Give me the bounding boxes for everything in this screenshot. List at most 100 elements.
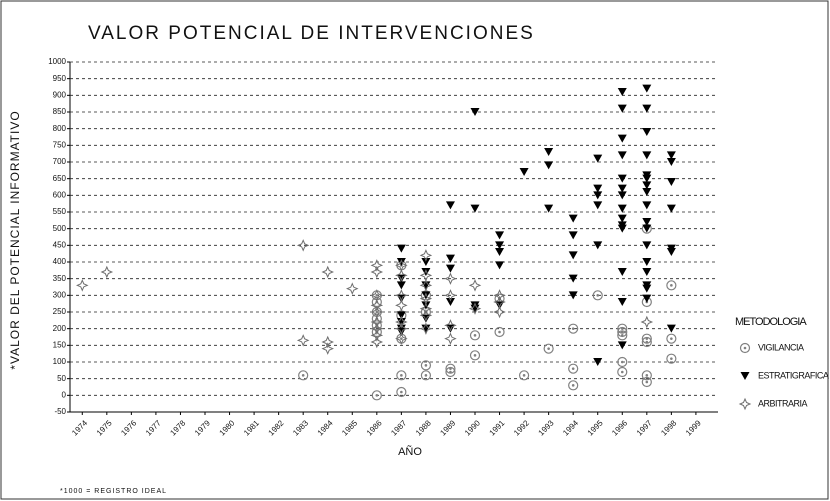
point-ring [641,376,652,388]
point-shape [445,254,455,263]
point [470,301,480,310]
point [444,332,457,345]
point-ring [568,363,579,374]
point-shape [568,231,578,240]
y-tick-label: 100 [53,357,67,366]
point-shape [395,289,408,302]
point [642,241,652,250]
point [666,333,677,344]
point-shape [617,214,627,223]
point [321,335,334,349]
point-shape [593,184,603,193]
point [468,279,482,292]
point-shape [617,184,627,193]
y-tick-label: 750 [53,140,67,149]
point-shape [395,332,408,345]
x-tick-label: 1983 [291,418,310,437]
point [641,376,652,388]
point [469,330,481,341]
point-shape [444,319,457,332]
point [321,342,334,355]
point-dot [375,310,379,314]
point [666,244,676,253]
point [666,280,677,291]
point [495,261,505,270]
x-tick-label: 1975 [95,418,114,437]
point [617,184,627,193]
point [642,268,652,276]
point-shape [321,342,334,355]
point-shape [321,265,334,279]
point-shape [642,218,652,226]
point-ring [641,370,652,381]
point-shape [419,269,433,282]
x-tick-label: 1989 [438,418,457,437]
point [495,241,505,250]
point-ring [568,380,579,391]
point-shape [493,305,506,319]
point [444,289,457,302]
point-shape [568,214,578,223]
point-dot [620,327,624,330]
point-shape [738,397,752,411]
point [468,302,482,315]
point [617,134,627,143]
x-tick-label: 1991 [488,418,507,437]
point [642,224,652,233]
point-shape [419,249,433,262]
point [641,370,652,381]
point-ring [469,330,481,341]
y-tick-label: 400 [53,257,67,266]
point-ring [396,370,407,381]
point [617,341,627,350]
point [568,214,578,223]
point-shape [395,269,408,282]
point-dot [449,367,452,370]
point [494,326,505,338]
point-shape [419,322,433,335]
point-dot [620,370,624,374]
point [76,279,89,292]
point-ring [469,350,481,361]
point-ring [617,356,628,368]
point-shape [100,265,114,279]
point [642,181,652,190]
point-shape [396,318,406,326]
x-tick-label: 1977 [144,418,163,437]
point-shape [468,279,482,292]
point-shape [593,241,603,250]
y-tick-label: 950 [53,74,67,83]
point-shape [419,309,433,322]
y-tick-label: 600 [53,190,67,199]
point [593,241,603,250]
y-tick-label: 50 [57,374,66,383]
x-tick-label: 1998 [659,418,678,437]
y-tick-label: 1000 [48,57,66,66]
x-tick-label: 1997 [635,418,654,437]
point-shape [470,108,480,116]
point-dot [670,337,673,340]
point [666,353,677,364]
x-tick-label: 1982 [267,418,286,437]
point [568,251,578,260]
point-shape [470,301,480,310]
point-dot [400,337,403,340]
x-tick-label: 1999 [684,418,703,437]
point-shape [568,251,578,260]
point [395,299,408,312]
y-tick-label: 250 [53,307,67,316]
point-shape [642,294,652,303]
point-ring [592,290,603,301]
point-shape [666,151,676,160]
point-shape [642,128,652,136]
point [419,302,433,315]
point-shape [642,268,652,276]
point-shape [395,259,408,272]
point [493,289,506,302]
point [544,204,554,213]
point [642,171,652,180]
point-dot [400,390,403,394]
point-shape [495,231,505,240]
point-dot [670,284,673,287]
point-ring [445,363,456,374]
